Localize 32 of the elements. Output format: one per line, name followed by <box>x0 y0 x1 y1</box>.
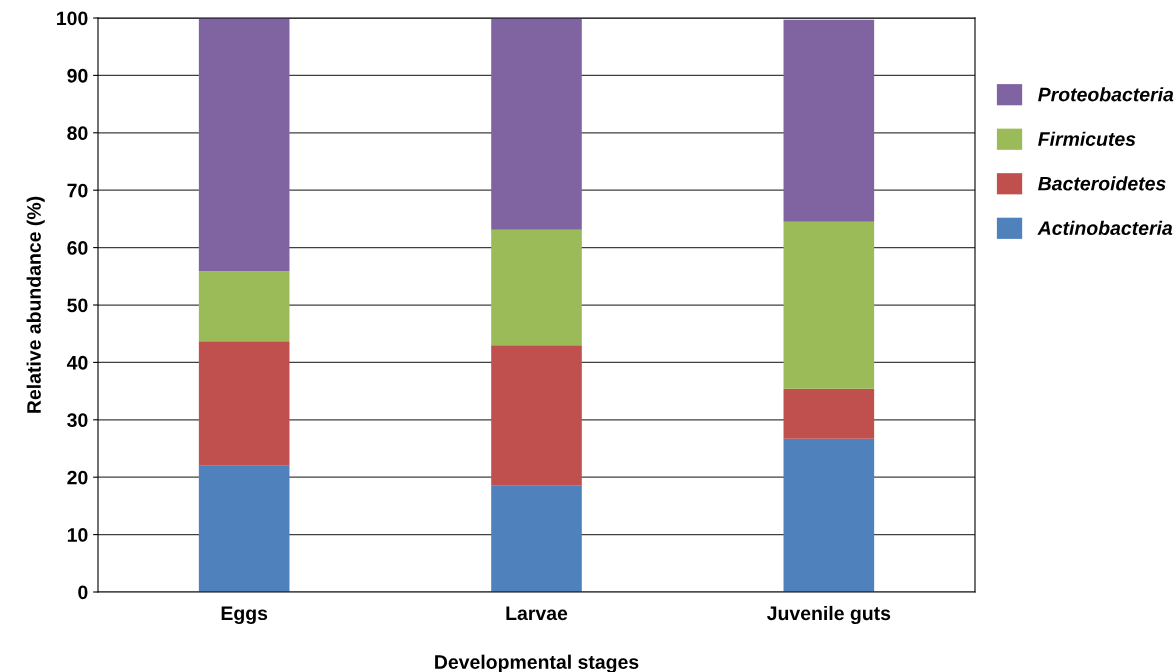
bar <box>783 221 875 389</box>
bar <box>783 388 875 439</box>
y-tick-label: 100 <box>57 11 88 26</box>
bar <box>198 465 290 592</box>
bar <box>198 271 290 342</box>
y-tick-label: 80 <box>67 126 88 141</box>
bar <box>491 345 582 486</box>
bar <box>491 229 582 346</box>
legend-label: Firmicutes <box>1038 131 1136 146</box>
x-tick-label: Juvenile guts <box>767 605 891 625</box>
bar <box>491 18 582 230</box>
y-axis-title: Relative abundance (%) <box>26 196 45 413</box>
y-tick-label: 60 <box>67 241 88 255</box>
bar <box>491 485 582 592</box>
y-tick-label: 20 <box>67 470 88 485</box>
y-tick-label: 50 <box>67 298 88 313</box>
bar <box>783 438 875 592</box>
legend-label: Bacteroidetes <box>1038 176 1166 191</box>
legend-label: Proteobacteria <box>1038 87 1174 102</box>
y-tick-label: 70 <box>67 183 88 198</box>
y-tick-label: 30 <box>67 413 88 428</box>
y-tick-label: 40 <box>66 355 88 370</box>
y-tick-label: 10 <box>67 528 88 542</box>
x-axis-title: Developmental stages <box>435 654 639 672</box>
bar <box>198 18 290 272</box>
bar <box>198 341 290 466</box>
bar <box>783 19 875 222</box>
x-tick-label: Eggs <box>221 606 268 625</box>
legend-label: Actinobacteria <box>1037 220 1173 235</box>
y-tick-label: 0 <box>78 585 88 600</box>
x-tick-label: Larvae <box>506 606 568 621</box>
y-tick-label: 90 <box>67 68 88 83</box>
